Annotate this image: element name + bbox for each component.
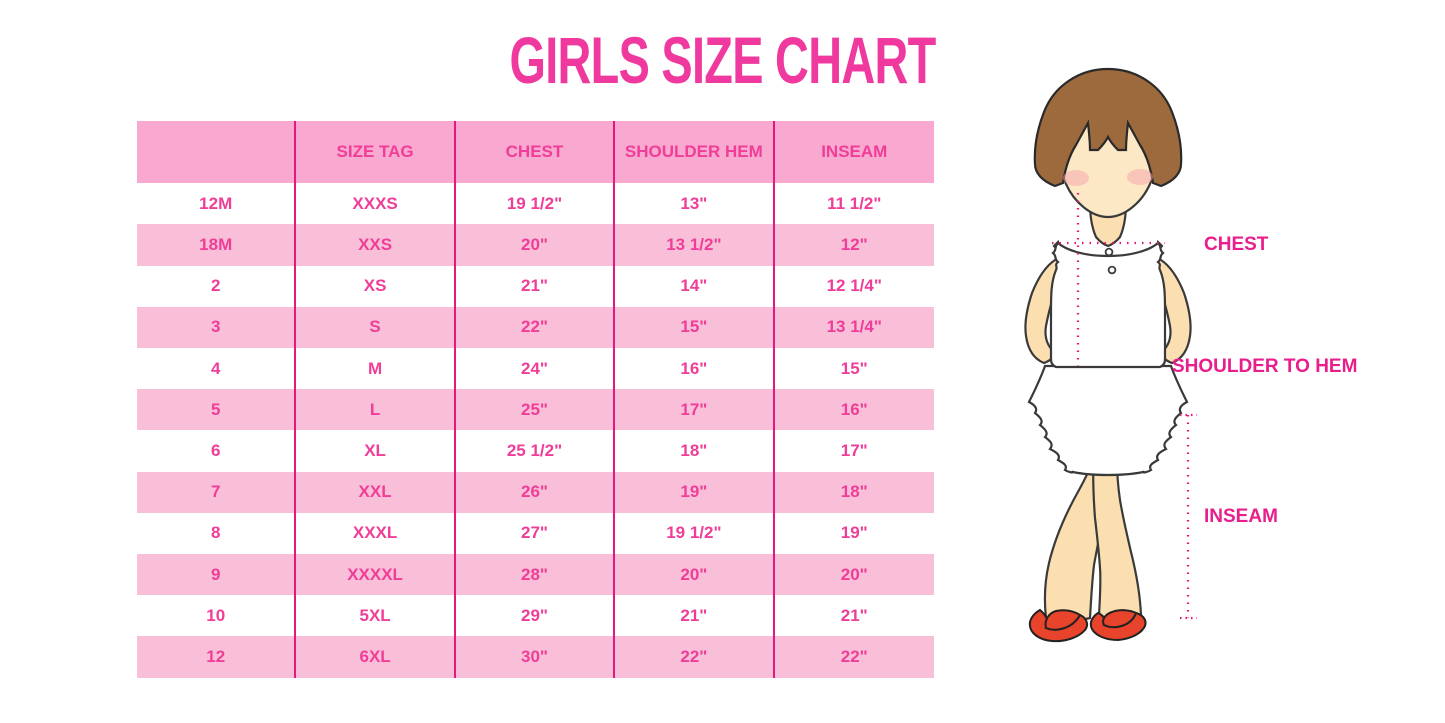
svg-text:SHOULDER TO HEM: SHOULDER TO HEM <box>1172 356 1357 377</box>
svg-text:INSEAM: INSEAM <box>1204 506 1278 527</box>
svg-text:CHEST: CHEST <box>1204 234 1269 255</box>
